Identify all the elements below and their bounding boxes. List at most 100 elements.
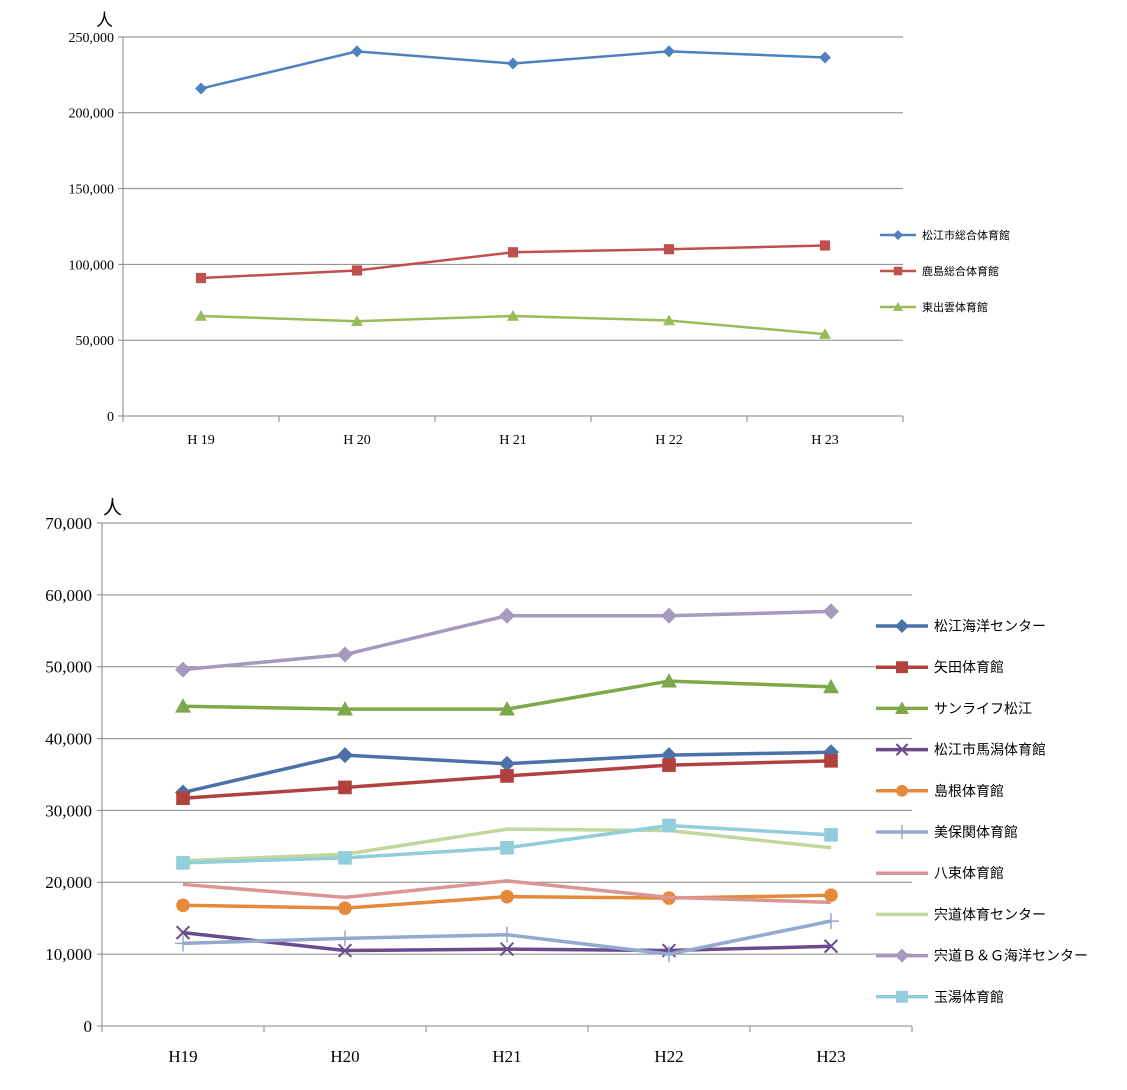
data-point	[823, 913, 839, 930]
legend-item: 鹿島総合体育館	[880, 264, 999, 278]
upper-line-chart: 0 50,000 100,000 150,000 200,000 250,000 H 19 H…	[69, 11, 1011, 448]
data-point	[175, 935, 191, 952]
legend-label: 松江市馬潟体育館	[934, 742, 1046, 759]
legend-label: サンライフ松江	[934, 701, 1032, 717]
data-point	[351, 45, 363, 58]
x-tick-label: H23	[816, 1047, 845, 1066]
x-tick-label: H 19	[187, 433, 215, 448]
y-tick-label: 0	[107, 410, 114, 425]
y-tick-label: 100,000	[69, 258, 115, 273]
data-point	[823, 603, 839, 620]
data-point	[662, 818, 676, 833]
series-8	[182, 827, 832, 863]
marker-stroke	[175, 925, 191, 940]
series-2	[195, 240, 831, 284]
y-tick-label: 50,000	[76, 334, 115, 349]
series-2	[176, 754, 838, 806]
series-line	[182, 879, 832, 905]
data-point	[824, 754, 838, 768]
legend-item: 八束体育館	[876, 865, 1004, 882]
y-unit-label: 人	[103, 497, 122, 519]
y-tick-label: 30,000	[45, 801, 92, 820]
series-6	[175, 913, 839, 963]
legend-label: 松江市総合体育館	[922, 228, 1010, 242]
legend-swatch-marker	[893, 266, 903, 276]
marker-stroke	[895, 743, 909, 756]
legend-swatch-marker	[893, 302, 903, 311]
data-point	[338, 851, 352, 865]
data-point	[500, 840, 514, 855]
x-tick-label: H 22	[655, 433, 683, 448]
data-point	[819, 240, 831, 251]
data-point	[337, 943, 353, 958]
y-tick-label: 50,000	[45, 658, 92, 677]
data-point	[176, 898, 190, 913]
x-tick-label: H19	[168, 1047, 197, 1066]
x-tick-label: H22	[654, 1047, 683, 1066]
data-point	[662, 758, 676, 772]
series-4	[175, 925, 839, 958]
legend-item: 松江市総合体育館	[880, 228, 1010, 242]
y-tick-label: 200,000	[69, 107, 115, 122]
data-point	[507, 309, 519, 321]
data-point	[661, 607, 677, 624]
data-point	[819, 51, 831, 64]
data-point	[195, 82, 207, 95]
series-9	[175, 603, 839, 678]
series-5	[176, 888, 838, 915]
legend-swatch-marker	[895, 619, 909, 633]
data-point	[507, 57, 519, 70]
series-7	[182, 879, 832, 905]
data-point	[338, 780, 352, 795]
data-point	[663, 314, 675, 326]
y-tick-label: 70,000	[45, 514, 92, 533]
series-10	[176, 818, 838, 870]
legend-swatch-marker	[895, 743, 909, 756]
data-point	[195, 309, 207, 321]
marker-stroke	[499, 942, 515, 957]
data-point	[175, 661, 191, 678]
data-point	[823, 678, 839, 694]
series-line	[182, 827, 832, 863]
legend-item: サンライフ松江	[876, 701, 1032, 717]
data-point	[195, 272, 207, 284]
legend-item: 東出雲体育館	[880, 300, 988, 314]
legend-label: 宍道Ｂ＆Ｇ海洋センター	[934, 949, 1088, 965]
y-tick-label: 60,000	[45, 586, 92, 605]
data-point	[819, 328, 831, 339]
data-point	[499, 607, 515, 624]
data-point	[663, 45, 675, 58]
data-point	[351, 315, 363, 327]
data-point	[337, 701, 353, 716]
data-point	[500, 769, 514, 783]
data-point	[176, 856, 190, 870]
legend-item: 矢田体育館	[876, 659, 1004, 676]
lower-line-chart: 0 10,000 20,000 30,000 40,000 50,000 60,000 70,…	[45, 497, 1088, 1066]
data-point	[337, 646, 353, 663]
marker-stroke	[337, 943, 353, 958]
legend-item: 玉湯体育館	[876, 989, 1004, 1006]
data-point	[499, 926, 515, 943]
legend-label: 松江海洋センター	[934, 619, 1046, 635]
legend-item: 松江海洋センター	[876, 619, 1046, 635]
legend-label: 島根体育館	[934, 783, 1004, 800]
data-point	[824, 828, 838, 842]
y-tick-label: 20,000	[45, 873, 92, 892]
legend-item: 松江市馬潟体育館	[876, 742, 1046, 759]
legend-item: 島根体育館	[876, 783, 1004, 800]
series-line	[200, 50, 826, 90]
data-point	[351, 265, 363, 276]
y-tick-label: 250,000	[69, 31, 115, 46]
data-point	[663, 244, 675, 255]
data-point	[337, 747, 353, 764]
legend-item: 宍道Ｂ＆Ｇ海洋センター	[876, 948, 1088, 965]
y-tick-label: 10,000	[45, 945, 92, 964]
y-tick-label: 40,000	[45, 730, 92, 749]
data-point	[661, 946, 677, 963]
data-point	[824, 888, 838, 903]
data-point	[338, 901, 352, 915]
data-point	[499, 755, 515, 772]
series-3	[195, 309, 831, 339]
data-point	[661, 673, 677, 688]
data-point	[823, 939, 839, 954]
